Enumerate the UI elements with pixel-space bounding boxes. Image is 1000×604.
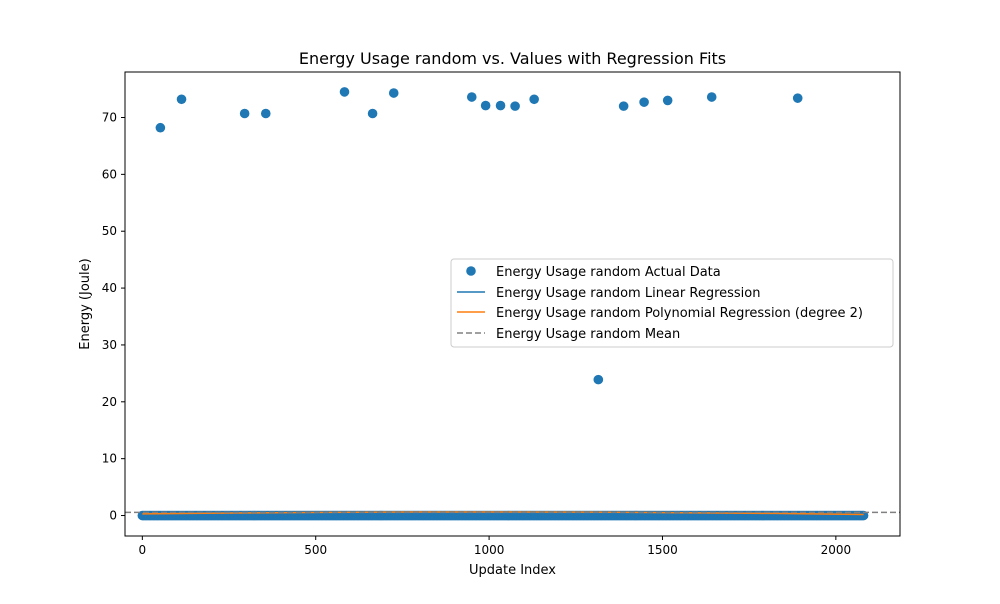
plot-area [125, 87, 900, 521]
scatter-point [367, 108, 378, 119]
axes-frame [124, 71, 901, 537]
x-axis-label: Update Index [469, 563, 556, 578]
scatter-point [155, 122, 166, 133]
scatter-point [466, 92, 477, 102]
scatter-point [618, 101, 629, 111]
x-tick-label: 500 [304, 543, 327, 557]
y-tick-label: 20 [102, 395, 117, 409]
x-tick-label: 0 [139, 543, 147, 557]
scatter-point [593, 374, 604, 385]
scatter-point [510, 101, 520, 111]
scatter-point [176, 94, 187, 105]
x-tick-label: 2000 [821, 543, 852, 557]
legend-label: Energy Usage random Polynomial Regressio… [496, 306, 863, 321]
y-tick-label: 70 [102, 110, 117, 124]
scatter-point [706, 92, 717, 102]
x-tick-label: 1000 [474, 543, 505, 557]
legend-label: Energy Usage random Mean [496, 327, 680, 342]
scatter-point [529, 94, 539, 105]
scatter-point [388, 88, 399, 98]
scatter-point [639, 97, 649, 107]
y-tick-label: 0 [109, 509, 117, 523]
scatter-point [792, 93, 803, 103]
scatter-point [662, 95, 673, 106]
legend-box [450, 258, 894, 348]
y-axis-label: Energy (Joule) [78, 258, 93, 349]
x-tick-label: 1500 [647, 543, 678, 557]
legend-label: Energy Usage random Actual Data [496, 265, 721, 280]
legend-label: Energy Usage random Linear Regression [496, 286, 760, 301]
y-tick-label: 40 [102, 281, 117, 295]
y-tick-label: 10 [102, 452, 117, 466]
chart-title: Energy Usage random vs. Values with Regr… [299, 49, 726, 68]
y-tick-label: 50 [102, 224, 117, 238]
axes: 0 500 1000 1500 2000 0 10 20 30 40 50 60 70 [102, 71, 901, 557]
scatter-point [495, 100, 506, 111]
y-tick-label: 60 [102, 167, 117, 181]
legend: Energy Usage random Actual Data Energy Us… [450, 258, 894, 348]
scatter-point [239, 108, 250, 119]
scatter-point [339, 87, 350, 97]
scatter-point [480, 100, 491, 111]
scatter-point [260, 108, 271, 119]
legend-marker-scatter [466, 266, 476, 276]
y-tick-label: 30 [102, 338, 117, 352]
